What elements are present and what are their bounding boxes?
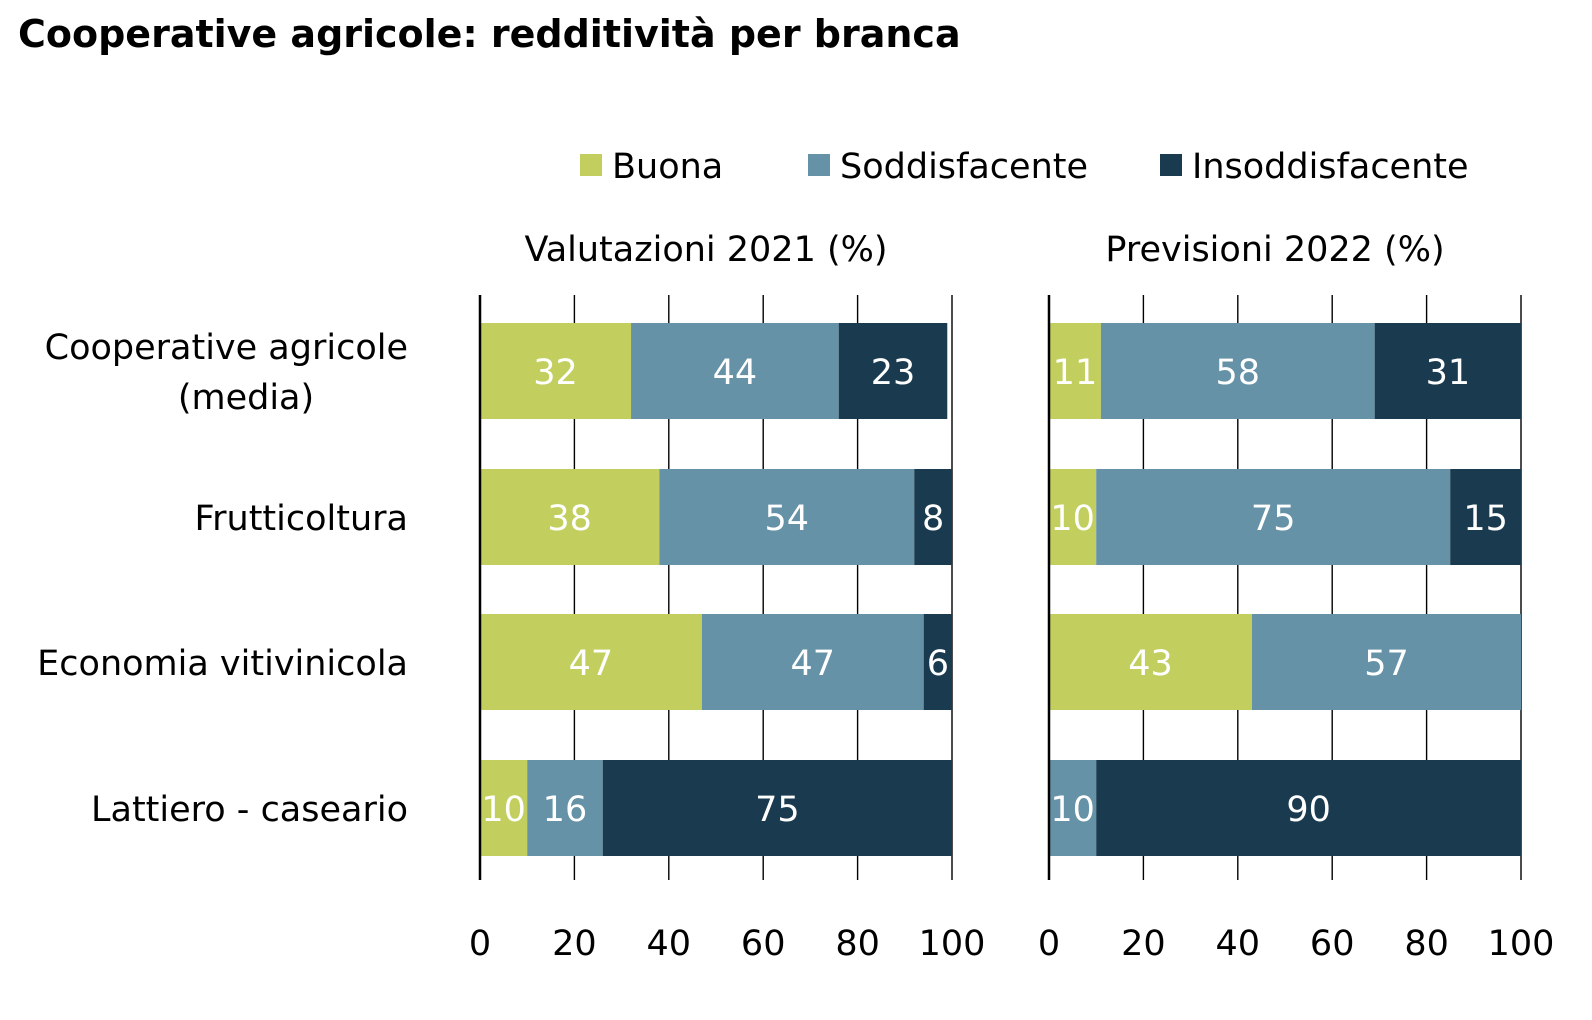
panel-title: Valutazioni 2021 (%) <box>524 230 887 270</box>
bar-segment-buona <box>1049 614 1252 710</box>
data-label: 47 <box>790 644 835 684</box>
data-label: 10 <box>481 790 526 830</box>
x-tick-label: 0 <box>469 924 491 964</box>
data-label: 8 <box>922 499 944 539</box>
data-label: 23 <box>871 353 916 393</box>
bar-segment-insoddisfacente <box>1450 469 1521 565</box>
x-tick-label: 60 <box>1310 924 1355 964</box>
data-label: 75 <box>755 790 800 830</box>
category-label: Frutticoltura <box>195 499 408 539</box>
chart-title: Cooperative agricole: redditività per br… <box>18 12 961 56</box>
data-label: 6 <box>927 644 949 684</box>
x-tick-label: 100 <box>1488 924 1555 964</box>
data-label: 58 <box>1216 353 1261 393</box>
x-tick-label: 40 <box>647 924 692 964</box>
bar-segment-soddisfacente <box>527 760 603 856</box>
x-tick-label: 80 <box>1404 924 1449 964</box>
x-tick-label: 20 <box>552 924 597 964</box>
bar-segment-insoddisfacente <box>923 614 952 710</box>
data-label: 32 <box>533 353 578 393</box>
legend-label-insoddisfacente: Insoddisfacente <box>1192 147 1469 187</box>
x-tick-label: 0 <box>1038 924 1060 964</box>
data-label: 54 <box>765 499 810 539</box>
legend-label-soddisfacente: Soddisfacente <box>840 147 1088 187</box>
bar-segment-soddisfacente <box>659 469 915 565</box>
data-label: 57 <box>1364 644 1409 684</box>
data-label: 15 <box>1463 499 1508 539</box>
x-tick-label: 40 <box>1216 924 1261 964</box>
data-label: 10 <box>1050 499 1095 539</box>
legend-swatch-insoddisfacente <box>1160 154 1182 176</box>
x-tick-label: 20 <box>1121 924 1166 964</box>
bar-segment-insoddisfacente <box>914 469 952 565</box>
data-label: 31 <box>1426 353 1471 393</box>
legend-label-buona: Buona <box>612 147 723 187</box>
data-label: 10 <box>1050 790 1095 830</box>
bar-segment-soddisfacente <box>1251 614 1521 710</box>
bar-segment-insoddisfacente <box>1096 760 1521 856</box>
bar-segment-buona <box>480 760 528 856</box>
bar-segment-insoddisfacente <box>1374 323 1521 419</box>
x-tick-label: 100 <box>919 924 986 964</box>
bar-segment-buona <box>480 469 660 565</box>
bar-segment-buona <box>1049 469 1097 565</box>
category-label: Lattiero - caseario <box>91 790 408 830</box>
data-label: 38 <box>547 499 592 539</box>
bar-segment-soddisfacente <box>1100 323 1375 419</box>
data-label: 44 <box>713 353 758 393</box>
data-label: 75 <box>1251 499 1296 539</box>
data-label: 16 <box>543 790 588 830</box>
panel-title: Previsioni 2022 (%) <box>1105 230 1444 270</box>
bar-segment-soddisfacente <box>701 614 924 710</box>
category-label: (media) <box>178 378 314 418</box>
bar-segment-insoddisfacente <box>602 760 952 856</box>
legend-swatch-soddisfacente <box>808 154 830 176</box>
data-label: 47 <box>569 644 614 684</box>
bar-segment-buona <box>480 323 632 419</box>
data-label: 11 <box>1053 353 1098 393</box>
data-label: 90 <box>1286 790 1331 830</box>
legend-swatch-buona <box>580 154 602 176</box>
category-label: Economia vitivinicola <box>37 644 408 684</box>
bar-segment-buona <box>480 614 702 710</box>
bar-segment-soddisfacente <box>1096 469 1451 565</box>
bar-segment-buona <box>1049 323 1101 419</box>
bar-segment-insoddisfacente <box>838 323 948 419</box>
bar-segment-soddisfacente <box>1049 760 1097 856</box>
data-label: 43 <box>1128 644 1173 684</box>
bar-segment-soddisfacente <box>631 323 839 419</box>
x-tick-label: 80 <box>835 924 880 964</box>
category-label: Cooperative agricole <box>45 328 408 368</box>
x-tick-label: 60 <box>741 924 786 964</box>
